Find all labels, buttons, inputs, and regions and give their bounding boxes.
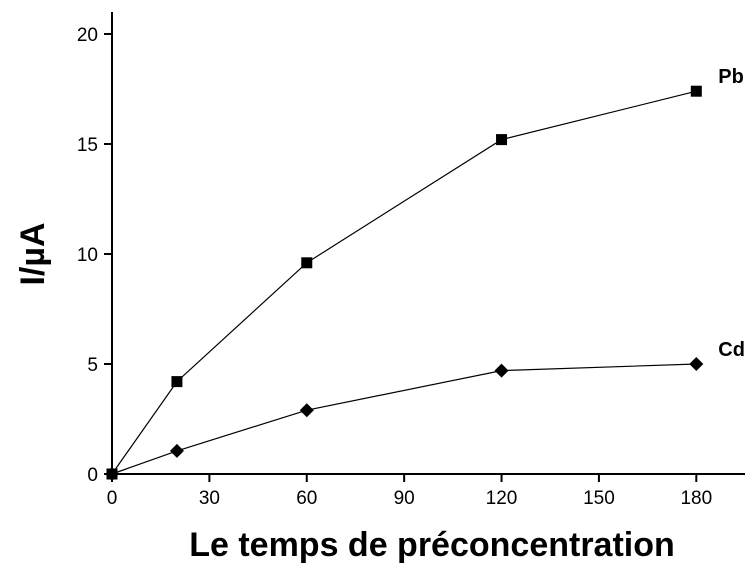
data-point bbox=[105, 467, 119, 481]
x-tick-label: 150 bbox=[583, 488, 615, 509]
y-tick-label: 0 bbox=[87, 465, 98, 486]
y-tick-label: 15 bbox=[77, 135, 98, 156]
data-point bbox=[689, 357, 704, 371]
x-tick-label: 90 bbox=[394, 488, 415, 509]
x-tick-label: 60 bbox=[296, 488, 317, 509]
data-point bbox=[169, 443, 184, 458]
series-line bbox=[111, 363, 697, 475]
series-line bbox=[111, 90, 697, 475]
x-tick-label: 120 bbox=[486, 488, 518, 509]
x-axis-title: Le temps de préconcentration bbox=[189, 526, 675, 564]
y-tick-label: 20 bbox=[77, 25, 98, 46]
x-tick-label: 30 bbox=[199, 488, 220, 509]
data-point bbox=[299, 403, 314, 418]
y-axis-title: I/µA bbox=[14, 222, 52, 285]
x-tick-label: 180 bbox=[680, 488, 712, 509]
data-point bbox=[494, 363, 509, 378]
data-point bbox=[301, 257, 313, 269]
data-point bbox=[171, 376, 183, 388]
data-point bbox=[496, 134, 508, 146]
series-label: Pb bbox=[718, 66, 744, 88]
series-label: Cd bbox=[718, 339, 745, 361]
y-tick-label: 5 bbox=[87, 355, 98, 376]
y-tick-label: 10 bbox=[77, 245, 98, 266]
data-point bbox=[690, 85, 702, 97]
x-tick-label: 0 bbox=[107, 488, 118, 509]
